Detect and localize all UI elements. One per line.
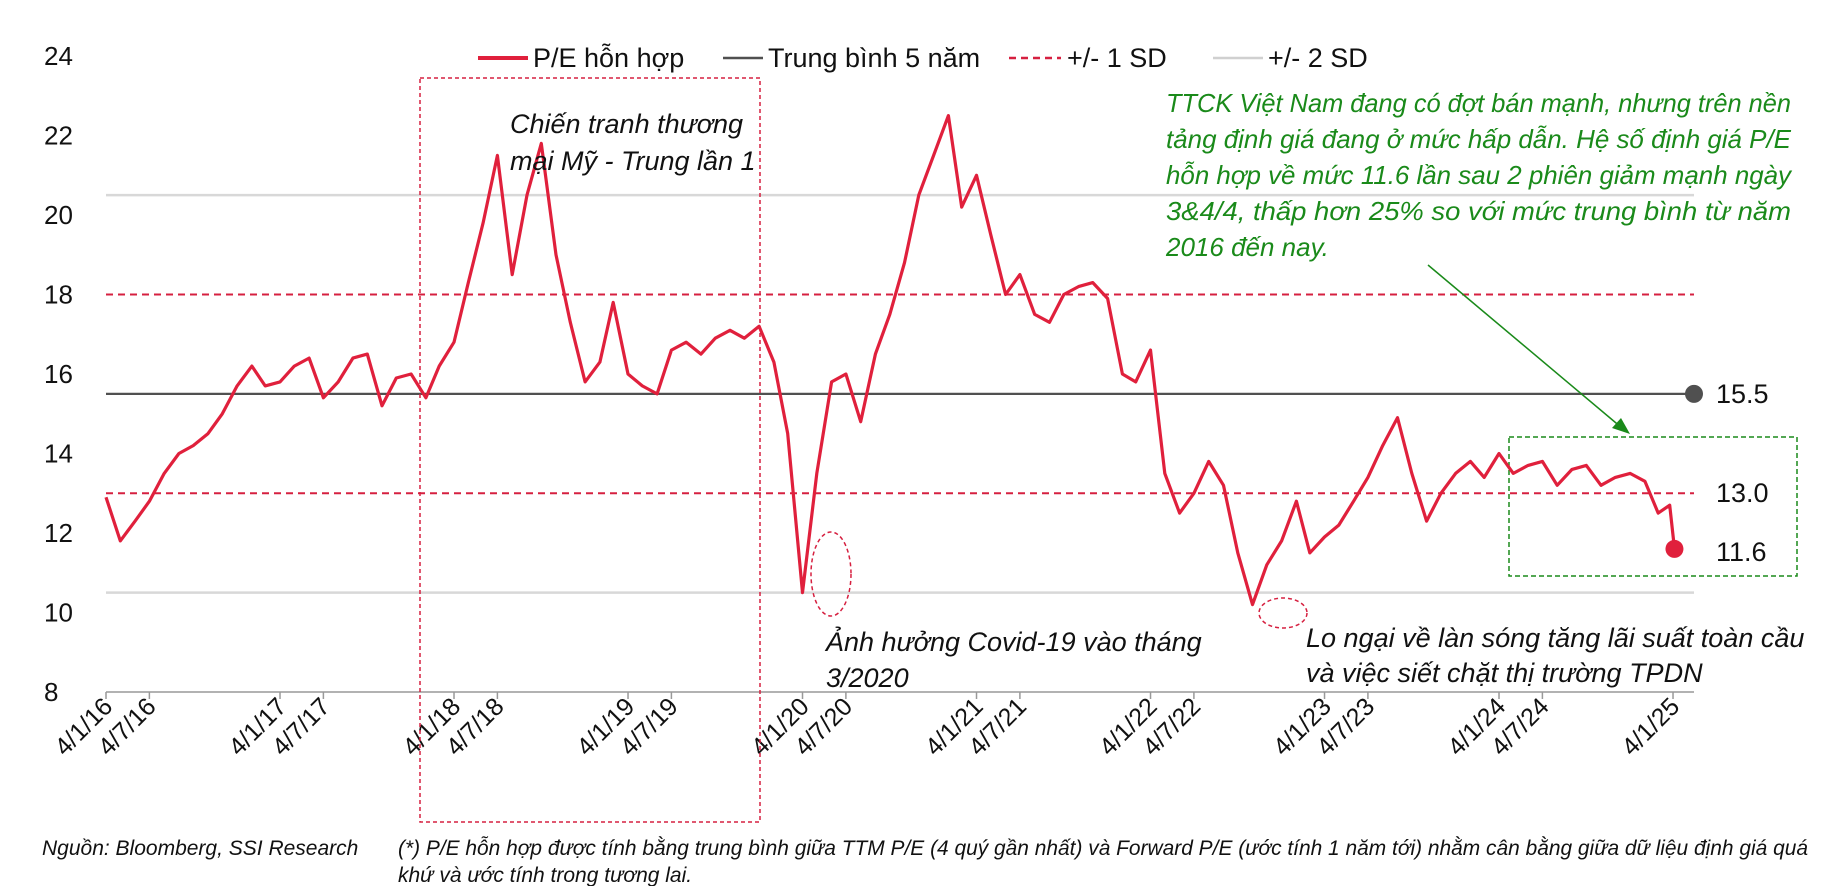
annotation-trade-war-line1: Chiến tranh thương — [510, 109, 743, 139]
legend-label-mean: Trung bình 5 năm — [768, 43, 980, 73]
annotation-rates-line2: và việc siết chặt thị trường TPDN — [1306, 658, 1703, 688]
pe-series-line — [104, 114, 1677, 607]
y-tick-label: 14 — [44, 439, 73, 469]
recent-box — [1508, 436, 1798, 577]
sd-end-label: 13.0 — [1716, 478, 1769, 508]
reference-lines — [106, 193, 1694, 594]
arrow-line — [1427, 264, 1623, 429]
legend: P/E hỗn hợp Trung bình 5 năm +/- 1 SD +/… — [478, 42, 1368, 73]
y-tick-label: 12 — [44, 518, 73, 548]
trade-war-box — [419, 77, 761, 823]
legend-label-sd1: +/- 1 SD — [1067, 43, 1167, 73]
x-tick-label: 4/1/25 — [1616, 692, 1685, 761]
y-tick-label: 22 — [44, 121, 73, 151]
footer-note-line2: khứ và ước tính trong tương lai. — [398, 864, 692, 886]
comment-line-2: tảng định giá đang ở mức hấp dẫn. Hệ số … — [1166, 124, 1792, 154]
annotation-rates-line1: Lo ngại về làn sóng tăng lãi suất toàn c… — [1306, 623, 1804, 653]
comment-line-3: hỗn hợp về mức 11.6 lần sau 2 phiên giảm… — [1166, 160, 1793, 190]
y-tick-label: 16 — [44, 359, 73, 389]
footer-note-line1: (*) P/E hỗn hợp được tính bằng trung bìn… — [398, 837, 1808, 860]
annotation-covid-line2: 3/2020 — [826, 663, 909, 693]
mean-end-label: 15.5 — [1716, 379, 1769, 409]
last-value-marker — [1665, 539, 1684, 558]
y-tick-label: 20 — [44, 200, 73, 230]
comment-line-1: TTCK Việt Nam đang có đợt bán mạnh, nhưn… — [1166, 88, 1791, 118]
x-axis: 4/1/164/7/16 4/1/174/7/17 4/1/184/7/18 4/1/… — [49, 692, 1685, 761]
legend-label-pe: P/E hỗn hợp — [533, 42, 684, 73]
comment-block: TTCK Việt Nam đang có đợt bán mạnh, nhưn… — [1165, 88, 1793, 262]
rates-ellipse — [1258, 597, 1308, 629]
arrow-head — [1612, 418, 1630, 434]
annotation-covid-line1: Ảnh hưởng Covid-19 vào tháng — [824, 625, 1202, 657]
last-value-label: 11.6 — [1716, 537, 1767, 567]
annotation-trade-war-line2: mại Mỹ - Trung lần 1 — [510, 146, 756, 176]
legend-label-sd2: +/- 2 SD — [1268, 43, 1368, 73]
covid-ellipse — [810, 531, 852, 617]
comment-line-4: 3&4/4, thấp hơn 25% so với mức trung bìn… — [1166, 196, 1791, 226]
y-tick-label: 18 — [44, 280, 73, 310]
y-tick-label: 8 — [44, 677, 58, 707]
y-tick-label: 24 — [44, 41, 73, 71]
mean-end-marker — [1685, 384, 1703, 403]
y-tick-label: 10 — [44, 598, 73, 628]
comment-line-5: 2016 đến nay. — [1165, 232, 1329, 262]
footer-source: Nguồn: Bloomberg, SSI Research — [42, 837, 358, 860]
comment-arrow — [1427, 264, 1630, 434]
y-axis: 8 10 12 14 16 18 20 22 24 — [44, 41, 73, 707]
